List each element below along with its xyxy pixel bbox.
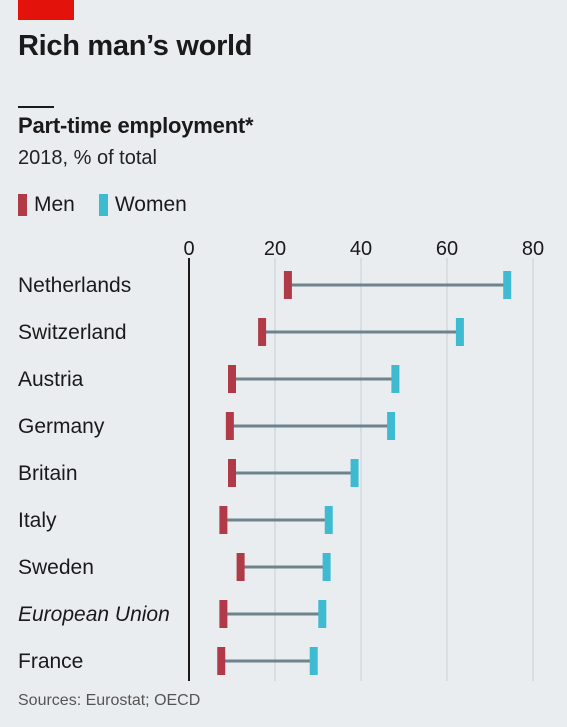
category-label-netherlands: Netherlands: [18, 274, 131, 297]
category-label-sweden: Sweden: [18, 556, 94, 579]
legend-item-men: Men: [18, 193, 75, 217]
tick-label-20: 20: [264, 238, 286, 260]
category-label-germany: Germany: [18, 415, 105, 438]
category-label-european-union: European Union: [18, 603, 170, 626]
category-label-switzerland: Switzerland: [18, 321, 127, 344]
marker-men-switzerland: [258, 318, 267, 346]
category-label-france: France: [18, 650, 83, 673]
marker-men-germany: [225, 412, 234, 440]
tick-label-80: 80: [522, 238, 544, 260]
legend-label-women: Women: [114, 193, 187, 216]
marker-women-switzerland: [455, 318, 464, 346]
brand-accent-tag: [18, 0, 74, 20]
marker-men-britain: [228, 459, 236, 487]
marker-men-sweden: [236, 553, 245, 581]
marker-men-italy: [219, 506, 228, 534]
chart-title: Part-time employment*: [18, 113, 254, 138]
marker-women-sweden: [322, 553, 331, 581]
marker-women-italy: [324, 506, 333, 534]
marker-women-netherlands: [503, 271, 512, 299]
tick-label-60: 60: [436, 238, 458, 260]
category-label-italy: Italy: [18, 509, 57, 532]
marker-women-britain: [350, 459, 359, 487]
tick-label-0: 0: [183, 238, 194, 260]
title-rule: [18, 106, 54, 108]
legend-item-women: Women: [98, 193, 187, 217]
marker-men-netherlands: [283, 271, 292, 299]
marker-men-france: [217, 647, 226, 675]
category-label-austria: Austria: [18, 368, 84, 391]
legend-label-men: Men: [34, 193, 75, 216]
marker-women-france: [309, 647, 318, 675]
source-note: Sources: Eurostat; OECD: [18, 692, 201, 709]
category-label-britain: Britain: [18, 462, 78, 485]
marker-men-austria: [228, 365, 236, 393]
chart-subtitle: 2018, % of total: [18, 147, 157, 169]
dumbbell-chart: 0 20 40 60 80 Netherlands Switzerland Austria Ge…: [18, 238, 544, 681]
marker-women-germany: [387, 412, 396, 440]
tick-label-40: 40: [350, 238, 372, 260]
marker-men-european-union: [219, 600, 228, 628]
headline: Rich man’s world: [18, 30, 253, 62]
marker-women-austria: [391, 365, 400, 393]
legend-swatch-men: [18, 194, 27, 216]
marker-women-european-union: [318, 600, 327, 628]
legend-swatch-women: [98, 194, 108, 216]
legend: Men Women: [18, 193, 211, 217]
